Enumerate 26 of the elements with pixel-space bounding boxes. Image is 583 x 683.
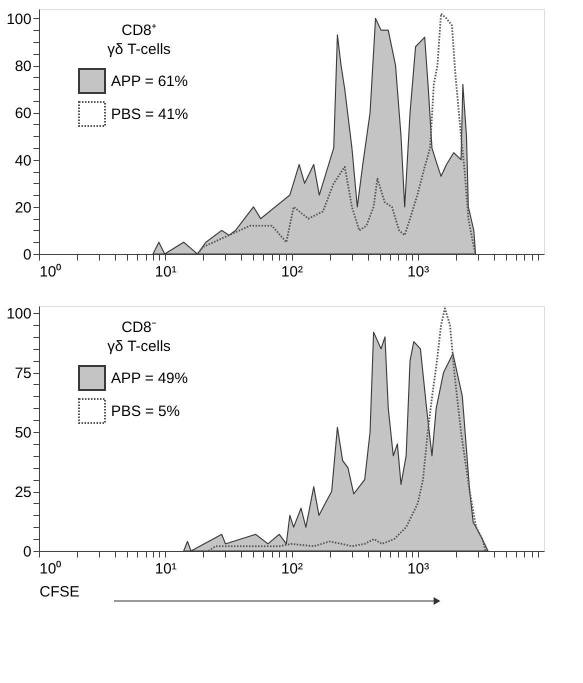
- y-tick-label: 50: [14, 424, 32, 442]
- x-tick-label: 10¹: [154, 264, 177, 280]
- x-tick-label: 10³: [407, 560, 430, 578]
- y-tick-label: 100: [6, 10, 32, 28]
- y-tick-label: 0: [23, 544, 32, 560]
- x-tick-label: 10⁰: [40, 560, 62, 578]
- legend-label: APP = 61%: [111, 73, 188, 90]
- x-tick-label: 10²: [281, 560, 303, 578]
- y-tick-label: 0: [23, 246, 32, 264]
- x-axis-title: CFSE: [40, 584, 80, 600]
- y-tick-label: 25: [14, 484, 32, 502]
- legend-label: PBS = 41%: [111, 106, 188, 123]
- y-tick-label: 60: [14, 105, 32, 122]
- x-tick-label: 10¹: [154, 560, 177, 578]
- y-tick-label: 100: [6, 306, 32, 323]
- y-tick-label: 80: [14, 58, 32, 76]
- legend-label: APP = 49%: [111, 370, 188, 387]
- legend-label: PBS = 5%: [111, 403, 180, 420]
- x-tick-label: 10³: [407, 264, 430, 280]
- legend-title: CD8⁻ γδ T-cells: [107, 319, 171, 355]
- x-tick-label: 10⁰: [40, 264, 62, 280]
- y-tick-label: 75: [14, 365, 32, 382]
- x-tick-label: 10²: [281, 264, 303, 280]
- legend-title: CD8⁺ γδ T-cells: [107, 22, 171, 58]
- y-tick-label: 20: [14, 199, 32, 216]
- y-tick-label: 40: [14, 152, 32, 170]
